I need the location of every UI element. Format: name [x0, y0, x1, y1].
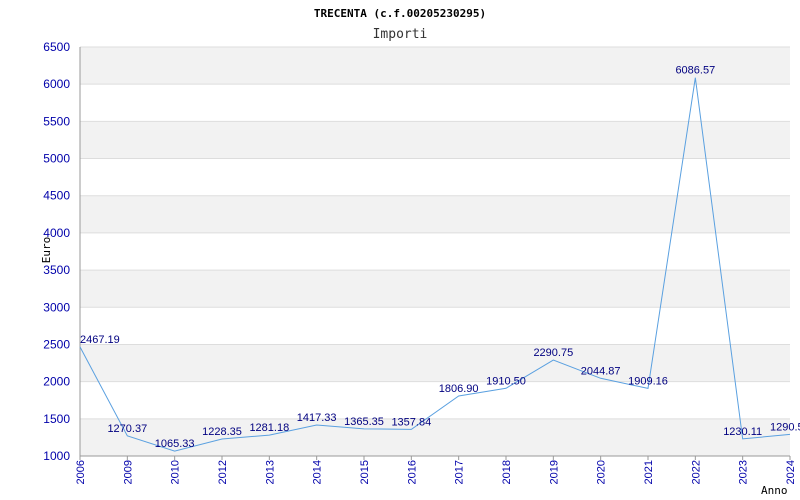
- plot-background: [80, 47, 790, 456]
- y-tick-label: 6500: [43, 40, 70, 54]
- x-tick-label: 2013: [264, 460, 276, 484]
- data-label: 1365.35: [344, 416, 384, 428]
- x-tick-label: 2021: [643, 460, 655, 484]
- y-tick-label: 6000: [43, 77, 70, 91]
- plot-band: [80, 47, 790, 85]
- x-tick-label: 2014: [312, 460, 324, 484]
- data-label: 1910.50: [486, 375, 526, 387]
- gridlines: [79, 46, 790, 457]
- plot-band: [80, 121, 790, 159]
- data-label: 1228.35: [202, 426, 242, 438]
- plot-band: [80, 84, 790, 122]
- x-tick-label: 2017: [454, 460, 466, 484]
- y-tick-label: 4000: [43, 226, 70, 240]
- y-tick-label: 5000: [43, 152, 70, 166]
- x-axis-ticks: 2006 2009 2010 2012 2013 2014 2015 2016 2017 2018…: [75, 456, 797, 484]
- data-label: 1065.33: [155, 438, 195, 450]
- x-tick-label: 2009: [122, 460, 134, 484]
- plot-band: [80, 195, 790, 233]
- x-tick-label: 2006: [75, 460, 87, 484]
- data-label: 1417.33: [297, 412, 337, 424]
- y-tick-label: 2000: [43, 375, 70, 389]
- x-tick-label: 2015: [359, 460, 371, 484]
- x-tick-label: 2012: [217, 460, 229, 484]
- x-tick-label: 2019: [548, 460, 560, 484]
- x-tick-label: 2020: [596, 460, 608, 484]
- data-label: 2044.87: [581, 365, 621, 377]
- x-tick-label: 2024: [785, 460, 797, 484]
- data-label: 1806.90: [439, 383, 479, 395]
- chart-subtitle: Importi: [373, 27, 428, 42]
- y-tick-label: 3000: [43, 300, 70, 314]
- data-label: 1357.84: [391, 416, 431, 428]
- data-label: 6086.57: [675, 65, 715, 77]
- data-label: 2290.75: [533, 347, 573, 359]
- y-axis-ticks: 1000 1500 2000 2500 3000 3500 4000 4500 5000 5500…: [43, 40, 70, 463]
- data-label: 1230.11: [723, 426, 762, 438]
- x-tick-label: 2010: [170, 460, 182, 484]
- data-labels: 2467.19 1270.37 1065.33 1228.35 1281.18 1417.…: [80, 65, 800, 450]
- x-tick-label: 2022: [690, 460, 702, 484]
- y-tick-label: 1500: [43, 412, 70, 426]
- x-tick-label: 2018: [501, 460, 513, 484]
- data-label: 1270.37: [107, 423, 147, 435]
- x-tick-label: 2016: [406, 460, 418, 484]
- x-axis-label: Anno: [761, 484, 788, 497]
- x-tick-label: 2023: [738, 460, 750, 484]
- plot-band: [80, 232, 790, 271]
- plot-band: [80, 158, 790, 196]
- data-label: 1281.18: [249, 422, 289, 434]
- data-label: 2467.19: [80, 334, 120, 346]
- plot-band: [80, 307, 790, 345]
- plot-band: [80, 270, 790, 308]
- y-tick-label: 4500: [43, 189, 70, 203]
- y-tick-label: 2500: [43, 337, 70, 351]
- y-tick-label: 3500: [43, 263, 70, 277]
- chart-title: TRECENTA (c.f.00205230295): [314, 7, 486, 20]
- data-label: 1290.5: [770, 421, 800, 433]
- series-line: [79, 77, 791, 452]
- plot-band: [80, 418, 790, 456]
- data-label: 1909.16: [628, 375, 668, 387]
- plot-band: [80, 344, 790, 382]
- y-axis-label: Euro: [40, 237, 53, 264]
- y-tick-label: 5500: [43, 114, 70, 128]
- y-tick-label: 1000: [43, 449, 70, 463]
